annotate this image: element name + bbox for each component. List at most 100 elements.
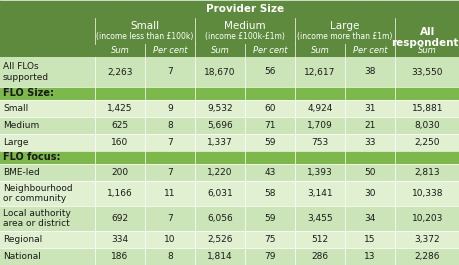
Bar bbox=[145, 100, 195, 117]
Text: 15,881: 15,881 bbox=[411, 104, 442, 113]
Text: 6,056: 6,056 bbox=[207, 214, 232, 223]
Bar bbox=[95, 248, 145, 265]
Bar bbox=[95, 0, 394, 18]
Bar bbox=[344, 248, 394, 265]
Text: 7: 7 bbox=[167, 68, 173, 77]
Bar bbox=[145, 57, 195, 87]
Bar bbox=[344, 206, 394, 231]
Bar bbox=[245, 248, 294, 265]
Bar bbox=[195, 100, 245, 117]
Text: 31: 31 bbox=[364, 104, 375, 113]
Text: 12,617: 12,617 bbox=[304, 68, 335, 77]
Text: FLO focus:: FLO focus: bbox=[3, 152, 61, 162]
Text: 9: 9 bbox=[167, 104, 173, 113]
Text: 58: 58 bbox=[263, 189, 275, 198]
Bar bbox=[95, 206, 145, 231]
Bar bbox=[0, 57, 95, 87]
Text: 1,709: 1,709 bbox=[307, 121, 332, 130]
Text: 334: 334 bbox=[111, 235, 128, 244]
Text: 286: 286 bbox=[311, 252, 328, 261]
Bar bbox=[95, 57, 145, 87]
Text: 1,393: 1,393 bbox=[307, 168, 332, 177]
Text: 11: 11 bbox=[164, 189, 175, 198]
Text: 34: 34 bbox=[364, 214, 375, 223]
Text: 7: 7 bbox=[167, 214, 173, 223]
Text: 1,220: 1,220 bbox=[207, 168, 232, 177]
Bar bbox=[0, 18, 95, 44]
Bar bbox=[0, 0, 95, 18]
Bar bbox=[294, 117, 344, 134]
Bar bbox=[294, 134, 344, 151]
Text: 59: 59 bbox=[263, 138, 275, 147]
Bar bbox=[245, 231, 294, 248]
Text: 56: 56 bbox=[263, 68, 275, 77]
Bar bbox=[0, 248, 95, 265]
Bar bbox=[0, 100, 95, 117]
Bar bbox=[0, 231, 95, 248]
Text: 30: 30 bbox=[364, 189, 375, 198]
Bar bbox=[0, 134, 95, 151]
Bar bbox=[0, 164, 95, 181]
Text: Per cent: Per cent bbox=[352, 46, 386, 55]
Text: Sum: Sum bbox=[310, 46, 329, 55]
Bar bbox=[195, 57, 245, 87]
Bar bbox=[344, 181, 394, 206]
Bar bbox=[294, 100, 344, 117]
Text: 2,286: 2,286 bbox=[414, 252, 439, 261]
Text: 2,526: 2,526 bbox=[207, 235, 232, 244]
Bar bbox=[195, 181, 245, 206]
Bar bbox=[245, 117, 294, 134]
Text: 1,425: 1,425 bbox=[107, 104, 133, 113]
Bar bbox=[245, 206, 294, 231]
Text: 160: 160 bbox=[111, 138, 129, 147]
Bar bbox=[95, 117, 145, 134]
Bar bbox=[95, 100, 145, 117]
Bar bbox=[195, 206, 245, 231]
Text: Provider Size: Provider Size bbox=[206, 4, 284, 14]
Text: 33,550: 33,550 bbox=[411, 68, 442, 77]
Text: Neighbourhood
or community: Neighbourhood or community bbox=[3, 184, 73, 203]
Text: 3,141: 3,141 bbox=[307, 189, 332, 198]
Text: (income £100k-£1m): (income £100k-£1m) bbox=[205, 32, 284, 41]
Text: 8: 8 bbox=[167, 252, 173, 261]
Bar bbox=[294, 181, 344, 206]
Text: National: National bbox=[3, 252, 41, 261]
Text: 753: 753 bbox=[311, 138, 328, 147]
Bar bbox=[394, 117, 459, 134]
Bar bbox=[95, 164, 145, 181]
Bar bbox=[145, 231, 195, 248]
Bar bbox=[294, 57, 344, 87]
Bar bbox=[145, 164, 195, 181]
Bar bbox=[145, 181, 195, 206]
Bar bbox=[145, 248, 195, 265]
Text: 200: 200 bbox=[111, 168, 128, 177]
Text: FLO Size:: FLO Size: bbox=[3, 89, 54, 99]
Bar bbox=[145, 117, 195, 134]
Text: 71: 71 bbox=[263, 121, 275, 130]
Text: 13: 13 bbox=[364, 252, 375, 261]
Text: 692: 692 bbox=[111, 214, 128, 223]
Text: Medium: Medium bbox=[224, 21, 265, 31]
Text: 5,696: 5,696 bbox=[207, 121, 232, 130]
Text: Sum: Sum bbox=[210, 46, 229, 55]
Text: 59: 59 bbox=[263, 214, 275, 223]
Bar bbox=[195, 248, 245, 265]
Bar bbox=[294, 231, 344, 248]
Bar bbox=[294, 44, 344, 57]
Bar bbox=[344, 100, 394, 117]
Bar bbox=[394, 231, 459, 248]
Bar bbox=[294, 206, 344, 231]
Bar bbox=[0, 117, 95, 134]
Bar bbox=[394, 100, 459, 117]
Bar bbox=[0, 44, 95, 57]
Bar bbox=[294, 248, 344, 265]
Bar bbox=[344, 164, 394, 181]
Bar bbox=[195, 44, 245, 57]
Text: 2,263: 2,263 bbox=[107, 68, 133, 77]
Text: Large: Large bbox=[3, 138, 28, 147]
Bar bbox=[394, 0, 459, 57]
Bar bbox=[145, 44, 195, 57]
Bar bbox=[394, 134, 459, 151]
Text: Regional: Regional bbox=[3, 235, 42, 244]
Bar bbox=[245, 100, 294, 117]
